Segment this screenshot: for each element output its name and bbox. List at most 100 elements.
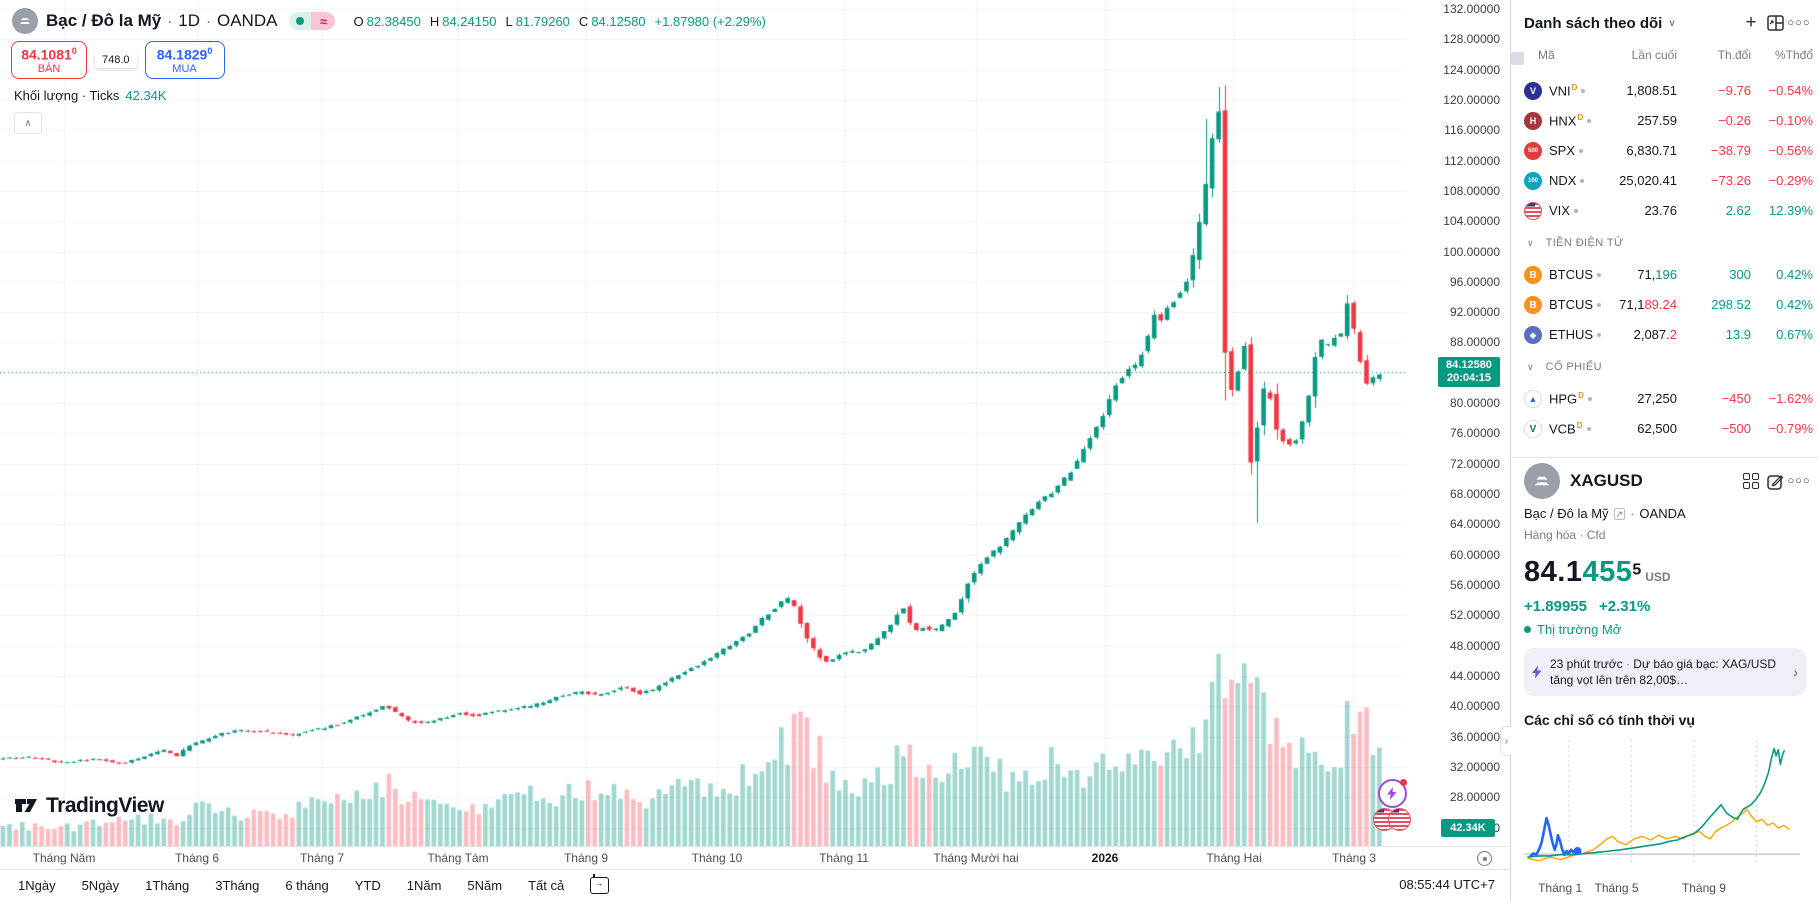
chevron-down-icon[interactable]: ∨ bbox=[1668, 17, 1676, 29]
symbol-ticker: HNXD bbox=[1549, 113, 1592, 128]
range-toolbar: 1Ngày 5Ngày 1Tháng 3Tháng 6 tháng YTD 1Năm 5Năm… bbox=[0, 869, 1509, 901]
seasonal-chart[interactable] bbox=[1524, 736, 1806, 876]
column-last[interactable]: Lần cuối bbox=[1631, 48, 1677, 62]
section-label: CỔ PHIẾU bbox=[1545, 361, 1602, 373]
change-value: −0.26 bbox=[1718, 113, 1751, 128]
symbol-price-row: 84.14555 USD bbox=[1524, 556, 1671, 589]
change-percent: −0.29% bbox=[1768, 173, 1813, 188]
tradingview-attribution[interactable]: TradingView bbox=[14, 793, 164, 818]
volume-indicator-legend[interactable]: Khối lượng · Ticks 42.34K bbox=[14, 88, 167, 103]
watchlist-more-icon[interactable]: ○○○ bbox=[1787, 17, 1811, 29]
seasonal-month-label: Tháng 1 bbox=[1538, 881, 1583, 895]
dot-separator: · bbox=[1630, 506, 1635, 521]
buy-button[interactable]: 84.18290 MUA bbox=[144, 41, 225, 79]
symbol-logo-icon: B bbox=[1524, 266, 1542, 284]
bar-countdown: 20:04:15 bbox=[1446, 372, 1492, 384]
range-button-YTD[interactable]: YTD bbox=[354, 878, 381, 893]
time-tick-label: Tháng Tám bbox=[427, 851, 489, 865]
range-button-1Ngày[interactable]: 1Ngày bbox=[18, 878, 56, 893]
circle-dot-icon[interactable] bbox=[1477, 851, 1492, 866]
symbol-title[interactable]: Bạc / Đô la Mỹ bbox=[46, 11, 162, 30]
watchlist-row-VNI[interactable]: V VNID 1,808.51 −9.76 −0.54% bbox=[1511, 76, 1819, 106]
time-tick-label: Tháng Hai bbox=[1206, 851, 1262, 865]
price-tick-label: 48.00000 bbox=[1449, 638, 1500, 653]
watchlist-row-HNX[interactable]: H HNXD 257.59 −0.26 −0.10% bbox=[1511, 106, 1819, 136]
time-tick-label: Tháng Mười hai bbox=[933, 851, 1019, 865]
symbol-logo-icon: V bbox=[1524, 420, 1542, 438]
range-button-Tấtcả[interactable]: Tất cả bbox=[528, 878, 565, 893]
symbol-more-icon[interactable]: ○○○ bbox=[1787, 475, 1811, 487]
range-button-1Tháng[interactable]: 1Tháng bbox=[145, 878, 190, 893]
range-button-1Năm[interactable]: 1Năm bbox=[406, 878, 442, 893]
last-price: 25,020.41 bbox=[1619, 173, 1677, 188]
seasonal-month-label: Tháng 5 bbox=[1594, 881, 1639, 895]
symbol-description[interactable]: Bạc / Đô la Mỹ bbox=[1524, 506, 1609, 521]
news-card[interactable]: 23 phút trước · Dự báo giá bạc: XAG/USD … bbox=[1524, 648, 1806, 696]
column-symbol[interactable]: Mã bbox=[1538, 48, 1555, 62]
sell-button[interactable]: 84.10810 BÁN bbox=[11, 41, 87, 79]
watchlist-row-HPG[interactable]: ▲ HPGD 27,250 −450 −1.62% bbox=[1511, 384, 1819, 414]
status-dot-icon bbox=[1573, 209, 1578, 213]
price-sup: 5 bbox=[1632, 561, 1642, 579]
synthetic-price-icon: ≈ bbox=[311, 12, 336, 30]
watchlist-title[interactable]: Danh sách theo dõi bbox=[1524, 14, 1663, 32]
chevron-down-icon: ∨ bbox=[1527, 361, 1534, 372]
low-value: 81.79260 bbox=[515, 13, 570, 29]
watchlist-section-header[interactable]: ∨ TIỀN ĐIỆN TỬ bbox=[1511, 226, 1819, 260]
timeframe-button[interactable]: 1D bbox=[178, 11, 200, 30]
price-tick-label: 36.00000 bbox=[1449, 729, 1500, 744]
delayed-badge: D bbox=[1577, 113, 1584, 122]
range-button-5Năm[interactable]: 5Năm bbox=[467, 878, 503, 893]
symbol-ticker: BTCUS bbox=[1549, 297, 1601, 312]
range-button-5Ngày[interactable]: 5Ngày bbox=[81, 878, 120, 893]
panel-collapse-handle[interactable]: › bbox=[1500, 726, 1512, 756]
economic-events-icons[interactable] bbox=[1373, 808, 1411, 831]
change-percent: −0.54% bbox=[1768, 83, 1813, 98]
title-separator: · bbox=[206, 12, 211, 30]
symbol-logo-icon: ◆ bbox=[1524, 326, 1542, 344]
sell-label: BÁN bbox=[37, 62, 61, 75]
exchange-label[interactable]: OANDA bbox=[217, 11, 278, 30]
range-button-3Tháng[interactable]: 3Tháng bbox=[215, 878, 260, 893]
add-symbol-button[interactable]: + bbox=[1745, 12, 1757, 33]
market-status-capsule[interactable]: ≈ bbox=[289, 12, 336, 30]
calendar-icon[interactable] bbox=[590, 874, 610, 894]
watchlist-row-VIX[interactable]: VIX 23.76 2.62 12.39% bbox=[1511, 196, 1819, 226]
column-change[interactable]: Th.đổi bbox=[1717, 48, 1751, 62]
watchlist-column-headers: Mã Lần cuối Th.đổi %Thđổ bbox=[1511, 48, 1819, 72]
close-label: C bbox=[578, 13, 589, 29]
delayed-badge: D bbox=[1578, 391, 1584, 400]
watchlist-row-BTCUS[interactable]: B BTCUS 71,196 300 0.42% bbox=[1511, 260, 1819, 290]
watchlist-row-BTCUS[interactable]: B BTCUS 71,189.24 298.52 0.42% bbox=[1511, 290, 1819, 320]
symbol-logo-icon: B bbox=[1524, 296, 1542, 314]
watchlist-row-SPX[interactable]: 500 SPX 6,830.71 −38.79 −0.56% bbox=[1511, 136, 1819, 166]
volume-axis-label: 42.34K bbox=[1441, 819, 1495, 837]
buy-price-sup: 0 bbox=[207, 46, 213, 57]
time-axis[interactable]: Tháng Năm Tháng 6 Tháng 7 Tháng Tám Tháng 9 T… bbox=[0, 846, 1509, 870]
clock-label[interactable]: 08:55:44 UTC+7 bbox=[1399, 877, 1495, 892]
main-chart-canvas[interactable] bbox=[0, 0, 1406, 846]
news-event-icon[interactable] bbox=[1378, 779, 1407, 808]
watchlist-row-NDX[interactable]: 100 NDX 25,020.41 −73.26 −0.29% bbox=[1511, 166, 1819, 196]
symbol-name[interactable]: XAGUSD bbox=[1570, 471, 1643, 490]
watchlist-row-VCB[interactable]: V VCBD 62,500 −500 −0.79% bbox=[1511, 414, 1819, 444]
watchlist-layout-icon[interactable] bbox=[1763, 11, 1787, 35]
volume-legend-name: Khối lượng · Ticks bbox=[14, 88, 120, 103]
external-link-icon[interactable]: ↗ bbox=[1613, 507, 1626, 520]
symbol-logo-icon[interactable] bbox=[12, 8, 38, 34]
pane-collapse-button[interactable]: ∧ bbox=[14, 112, 42, 134]
column-change-pct[interactable]: %Thđổ bbox=[1774, 48, 1813, 62]
price-axis[interactable]: 132.00000 128.00000 124.00000 120.00000 116.… bbox=[1406, 0, 1509, 846]
watchlist-row-ETHUS[interactable]: ◆ ETHUS 2,087.2 13.9 0.67% bbox=[1511, 320, 1819, 350]
status-dot-icon bbox=[1581, 89, 1586, 94]
publish-idea-icon[interactable] bbox=[1763, 469, 1787, 493]
price-accent: 455 bbox=[1582, 556, 1633, 588]
title-separator: · bbox=[167, 12, 173, 30]
price-tick-label: 80.00000 bbox=[1449, 396, 1500, 411]
range-button-6tháng[interactable]: 6 tháng bbox=[285, 878, 329, 893]
time-tick-label: Tháng 6 bbox=[174, 851, 220, 865]
change-value: 298.52 bbox=[1711, 297, 1751, 312]
time-tick-label: Tháng 11 bbox=[819, 851, 869, 865]
products-grid-icon[interactable] bbox=[1739, 469, 1763, 493]
watchlist-section-header[interactable]: ∨ CỔ PHIẾU bbox=[1511, 350, 1819, 384]
